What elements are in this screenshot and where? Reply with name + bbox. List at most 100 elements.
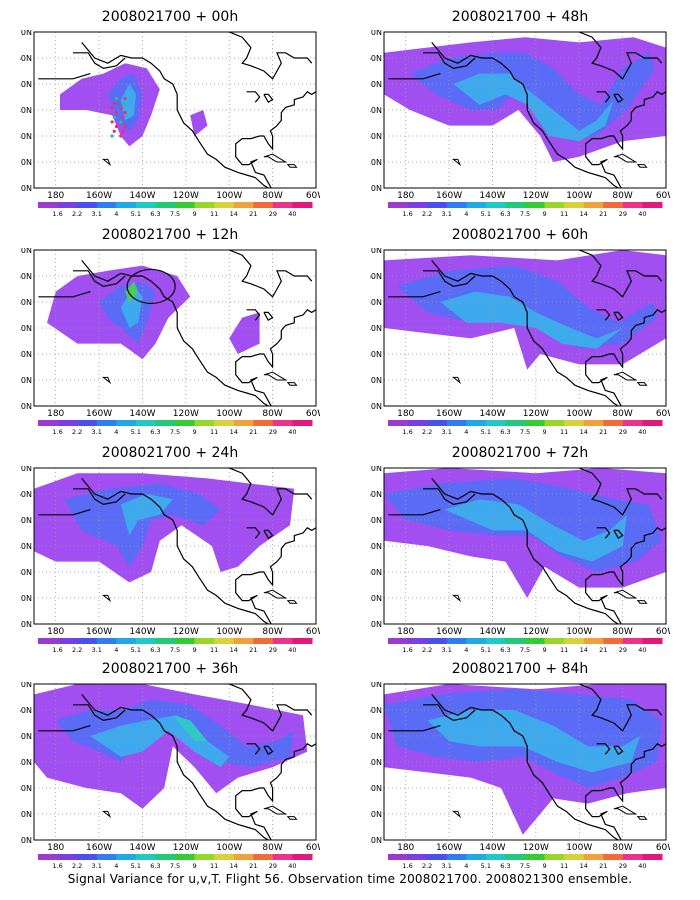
colorbar-label: 6.3 xyxy=(500,646,510,654)
observation-dot xyxy=(112,129,116,133)
map-plot: 70N 60N 50N 40N 30N 20N 10N 180 160W 140W 120W 100W… xyxy=(20,466,320,654)
colorbar-label: 1.6 xyxy=(402,210,412,218)
colorbar-swatch xyxy=(485,420,506,426)
colorbar-swatch xyxy=(446,638,467,644)
longitude-label: 120W xyxy=(173,627,199,637)
colorbar-label: 2.2 xyxy=(72,646,82,654)
latitude-label: 20N xyxy=(20,376,32,385)
latitude-label: 10N xyxy=(370,620,382,629)
colorbar-label: 40 xyxy=(638,646,646,654)
island-outline xyxy=(101,158,112,167)
colorbar-label: 11 xyxy=(560,210,568,218)
colorbar-label: 11 xyxy=(560,862,568,870)
colorbar-swatch xyxy=(135,420,156,426)
colorbar-swatch xyxy=(214,420,235,426)
latitude-label: 10N xyxy=(20,402,32,411)
colorbar-swatch xyxy=(57,202,78,208)
coastline xyxy=(423,270,476,288)
colorbar-swatch xyxy=(603,638,624,644)
colorbar-label: 1.6 xyxy=(402,646,412,654)
island-outline xyxy=(263,153,288,163)
longitude-label: 120W xyxy=(173,843,199,853)
longitude-label: 160W xyxy=(86,409,112,419)
colorbar-swatch xyxy=(427,638,448,644)
colorbar-swatch xyxy=(603,420,624,426)
latitude-label: 40N xyxy=(370,324,382,333)
coastline xyxy=(228,684,313,732)
coastline xyxy=(423,488,476,506)
colorbar-swatch xyxy=(57,420,78,426)
colorbar-label: 6.3 xyxy=(150,646,160,654)
observation-dot xyxy=(110,120,114,124)
longitude-label: 80W xyxy=(612,627,632,637)
variance-shading xyxy=(120,286,143,328)
shaded-field xyxy=(34,684,308,809)
coastline xyxy=(235,527,316,624)
longitude-label: 140W xyxy=(479,843,505,853)
latitude-label: 50N xyxy=(370,516,382,525)
latitude-label: 40N xyxy=(20,758,32,767)
longitude-label: 160W xyxy=(436,627,462,637)
observation-dot xyxy=(121,101,125,105)
colorbar-label: 4 xyxy=(114,428,118,436)
map-frame-border xyxy=(33,31,317,189)
coastline xyxy=(585,527,666,624)
island-outline xyxy=(263,371,288,381)
colorbar-label: 7.5 xyxy=(520,862,530,870)
colorbar-label: 21 xyxy=(249,862,257,870)
longitude-label: 80W xyxy=(612,191,632,201)
coastline xyxy=(81,42,270,188)
map-panel-36h: 2008021700 + 36h 70N 60N 50N 40N 30N 20N 10N 18… xyxy=(20,658,320,870)
colorbar-swatch xyxy=(175,420,196,426)
observation-dot xyxy=(123,125,127,129)
panel-title: 2008021700 + 24h xyxy=(101,445,239,461)
colorbar-swatch xyxy=(96,854,117,860)
panel-title: 2008021700 + 00h xyxy=(101,9,239,25)
latitude-label: 40N xyxy=(20,106,32,115)
longitude-label: 160W xyxy=(436,409,462,419)
panel-title: 2008021700 + 12h xyxy=(101,227,239,243)
latitude-label: 70N xyxy=(20,682,32,689)
latitude-label: 60N xyxy=(370,54,382,63)
longitude-label: 100W xyxy=(566,627,592,637)
colorbar-swatch xyxy=(38,202,59,208)
variance-shading xyxy=(444,499,627,562)
longitude-label: 180 xyxy=(397,409,414,419)
colorbar-label: 4 xyxy=(464,428,468,436)
colorbar-label: 3.1 xyxy=(442,210,452,218)
colorbar-swatch xyxy=(564,854,585,860)
longitude-label: 140W xyxy=(129,191,155,201)
colorbar-swatch xyxy=(292,638,313,644)
colorbar-label: 1.6 xyxy=(52,646,62,654)
colorbar-swatch xyxy=(96,202,117,208)
longitude-label: 140W xyxy=(129,409,155,419)
colorbar-label: 9 xyxy=(543,210,547,218)
longitude-label: 100W xyxy=(216,843,242,853)
colorbar-label: 3.1 xyxy=(92,428,102,436)
island-outline xyxy=(101,810,112,819)
colorbar-label: 40 xyxy=(288,862,296,870)
longitude-label: 140W xyxy=(129,627,155,637)
colorbar-swatch xyxy=(407,854,428,860)
coastline xyxy=(578,250,663,298)
coastlines xyxy=(38,32,316,188)
colorbar-swatch xyxy=(642,854,663,860)
colorbar-swatch xyxy=(96,638,117,644)
colorbar-label: 21 xyxy=(599,862,607,870)
latitude-label: 70N xyxy=(370,30,382,37)
variance-shading xyxy=(427,710,640,773)
colorbar-swatch xyxy=(583,420,604,426)
colorbar-swatch xyxy=(642,202,663,208)
colorbar-swatch xyxy=(505,638,526,644)
coastline xyxy=(81,478,270,624)
island-outline xyxy=(613,805,638,815)
colorbar-label: 5.1 xyxy=(131,862,141,870)
colorbar-swatch xyxy=(272,420,293,426)
latitude-label: 10N xyxy=(370,402,382,411)
colorbar-swatch xyxy=(407,202,428,208)
island-outline xyxy=(263,805,288,815)
coastline xyxy=(578,684,663,732)
colorbar-label: 2.2 xyxy=(72,428,82,436)
coastline xyxy=(81,260,270,406)
colorbar-swatch xyxy=(583,854,604,860)
